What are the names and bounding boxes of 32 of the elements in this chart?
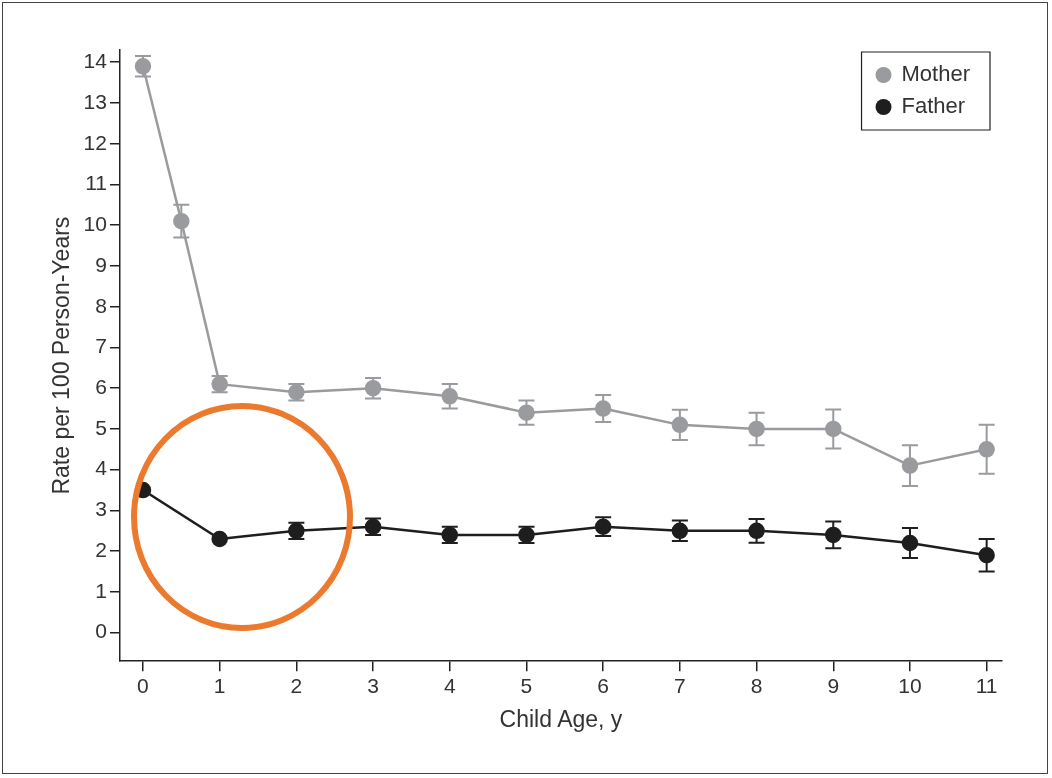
x-tick-label: 5	[520, 673, 533, 697]
y-tick-label: 0	[95, 619, 107, 643]
y-tick-label: 14	[83, 49, 108, 73]
y-tick-label: 12	[83, 130, 107, 154]
legend-label: Mother	[901, 61, 971, 87]
y-tick-label: 5	[95, 415, 107, 439]
y-tick-label: 1	[95, 578, 107, 602]
x-tick-label: 8	[750, 673, 763, 697]
point	[211, 530, 228, 548]
legend-label: Father	[901, 93, 966, 119]
y-tick-label: 4	[95, 456, 108, 480]
y-tick-label: 2	[95, 537, 107, 561]
y-tick-label: 8	[95, 293, 107, 317]
y-tick-label: 13	[83, 89, 107, 113]
y-tick-label: 10	[83, 212, 107, 236]
x-axis-title: Child Age, y	[499, 705, 623, 732]
x-tick-label: 2	[290, 673, 303, 697]
y-tick-label: 6	[95, 374, 107, 398]
x-tick-label: 4	[443, 673, 456, 697]
y-tick-label: 11	[85, 171, 107, 195]
x-tick-label: 10	[898, 673, 922, 697]
x-tick-label: 1	[213, 673, 226, 697]
x-tick-label: 0	[137, 673, 149, 697]
x-tick-label: 3	[367, 673, 379, 697]
x-tick-label: 11	[975, 673, 998, 697]
x-tick-label: 9	[827, 673, 840, 697]
y-axis-title: Rate per 100 Person-Years	[48, 216, 75, 495]
x-tick-label: 6	[597, 673, 610, 697]
y-tick-label: 9	[95, 252, 107, 276]
x-tick-label: 7	[674, 673, 686, 697]
y-tick-label: 7	[95, 334, 107, 358]
y-tick-label: 3	[95, 497, 107, 521]
